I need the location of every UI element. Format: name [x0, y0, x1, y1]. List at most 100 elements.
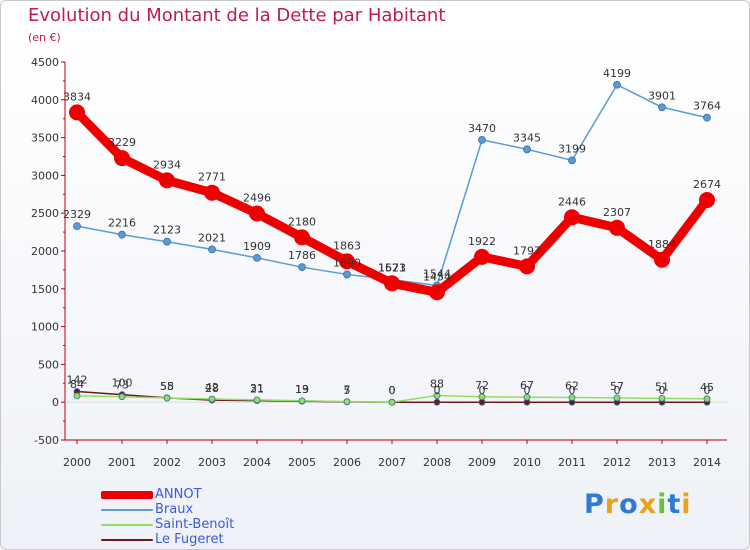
data-point [163, 237, 171, 246]
data-label: 1884 [648, 238, 676, 251]
data-label: 28 [205, 382, 219, 395]
legend-swatch [101, 490, 153, 499]
data-point [253, 396, 261, 404]
x-tick-label: 2006 [333, 456, 361, 469]
y-tick-label: 4500 [31, 56, 59, 69]
data-label: 0 [659, 384, 666, 397]
legend-swatch [101, 523, 153, 526]
data-label: 88 [430, 378, 444, 391]
x-tick-label: 2011 [558, 456, 586, 469]
data-label: 73 [115, 379, 129, 392]
data-point [208, 395, 216, 403]
data-point [343, 398, 351, 406]
logo-letter: i [681, 489, 692, 520]
x-tick-label: 2010 [513, 456, 541, 469]
data-point [613, 394, 621, 402]
data-label: 2307 [603, 206, 631, 219]
data-point [433, 392, 441, 399]
data-label: 4199 [603, 67, 631, 80]
data-label: 2771 [198, 171, 226, 184]
data-label: 142 [67, 373, 88, 386]
data-label: 1544 [423, 267, 451, 280]
x-tick-label: 2001 [108, 456, 136, 469]
data-label: 2123 [153, 224, 181, 237]
y-tick-label: 3000 [31, 169, 59, 182]
data-point [384, 275, 400, 292]
data-label: 3470 [468, 122, 496, 135]
x-tick-label: 2004 [243, 456, 271, 469]
logo-letter: t [667, 489, 682, 520]
data-label: 72 [475, 379, 489, 392]
data-point [523, 393, 531, 401]
y-tick-label: 2000 [31, 245, 59, 258]
data-point [69, 104, 85, 121]
logo-letter: x [638, 489, 658, 520]
data-point [523, 145, 531, 154]
x-tick-label: 2000 [63, 456, 91, 469]
data-point [478, 135, 486, 144]
data-point [433, 398, 441, 406]
legend-item: Braux [101, 502, 234, 517]
legend-label: ANNOT [155, 487, 202, 502]
data-point [208, 245, 216, 254]
data-label: 57 [610, 380, 624, 393]
data-point [343, 270, 351, 279]
data-label: 2446 [558, 195, 586, 208]
data-point [568, 156, 576, 165]
legend-item: Le Fugeret [101, 532, 234, 547]
data-label: 1690 [333, 256, 361, 269]
data-label: 55 [160, 380, 174, 393]
data-label: 1863 [333, 239, 361, 252]
x-tick-label: 2012 [603, 456, 631, 469]
data-label: 0 [569, 384, 576, 397]
x-tick-label: 2013 [648, 456, 676, 469]
data-label: 3199 [558, 142, 586, 155]
data-point [249, 205, 265, 222]
data-label: 62 [565, 380, 579, 393]
chart-subtitle: (en €) [28, 31, 61, 44]
data-label: 2496 [243, 192, 271, 205]
data-label: 0 [434, 384, 441, 397]
data-point [658, 103, 666, 112]
legend-label: Braux [155, 502, 194, 517]
data-label: 31 [250, 382, 264, 395]
data-label: 0 [389, 384, 396, 397]
x-tick-label: 2002 [153, 456, 181, 469]
x-tick-label: 2003 [198, 456, 226, 469]
data-label: 58 [160, 380, 174, 393]
y-tick-label: 2500 [31, 207, 59, 220]
logo-letter: i [657, 489, 668, 520]
data-label: 0 [479, 384, 486, 397]
x-tick-label: 2007 [378, 456, 406, 469]
data-point [388, 398, 396, 406]
data-label: 1573 [378, 261, 406, 274]
data-label: 1909 [243, 240, 271, 253]
logo-letter: o [619, 489, 639, 520]
data-label: 3345 [513, 131, 541, 144]
legend-item: ANNOT [101, 487, 234, 502]
y-tick-label: 500 [38, 358, 59, 371]
legend: ANNOT Braux Saint-Benoît Le Fugeret [101, 487, 234, 547]
data-label: 3764 [693, 100, 721, 113]
data-label: 1797 [513, 244, 541, 257]
data-point [703, 113, 711, 122]
legend-swatch [101, 508, 153, 511]
data-point [163, 394, 171, 402]
proxiti-logo: Proxiti [584, 489, 692, 520]
data-label: 1454 [423, 270, 451, 283]
data-label: 21 [250, 383, 264, 396]
data-point [118, 393, 126, 401]
data-label: 67 [520, 379, 534, 392]
data-point [298, 263, 306, 272]
data-point [613, 80, 621, 89]
y-tick-label: 3500 [31, 132, 59, 145]
data-label: 2216 [108, 217, 136, 230]
data-point [609, 219, 625, 236]
data-label: 100 [112, 377, 133, 390]
data-point [568, 394, 576, 401]
data-label: 0 [524, 384, 531, 397]
data-label: 1621 [378, 262, 406, 275]
data-label: 84 [70, 378, 84, 391]
